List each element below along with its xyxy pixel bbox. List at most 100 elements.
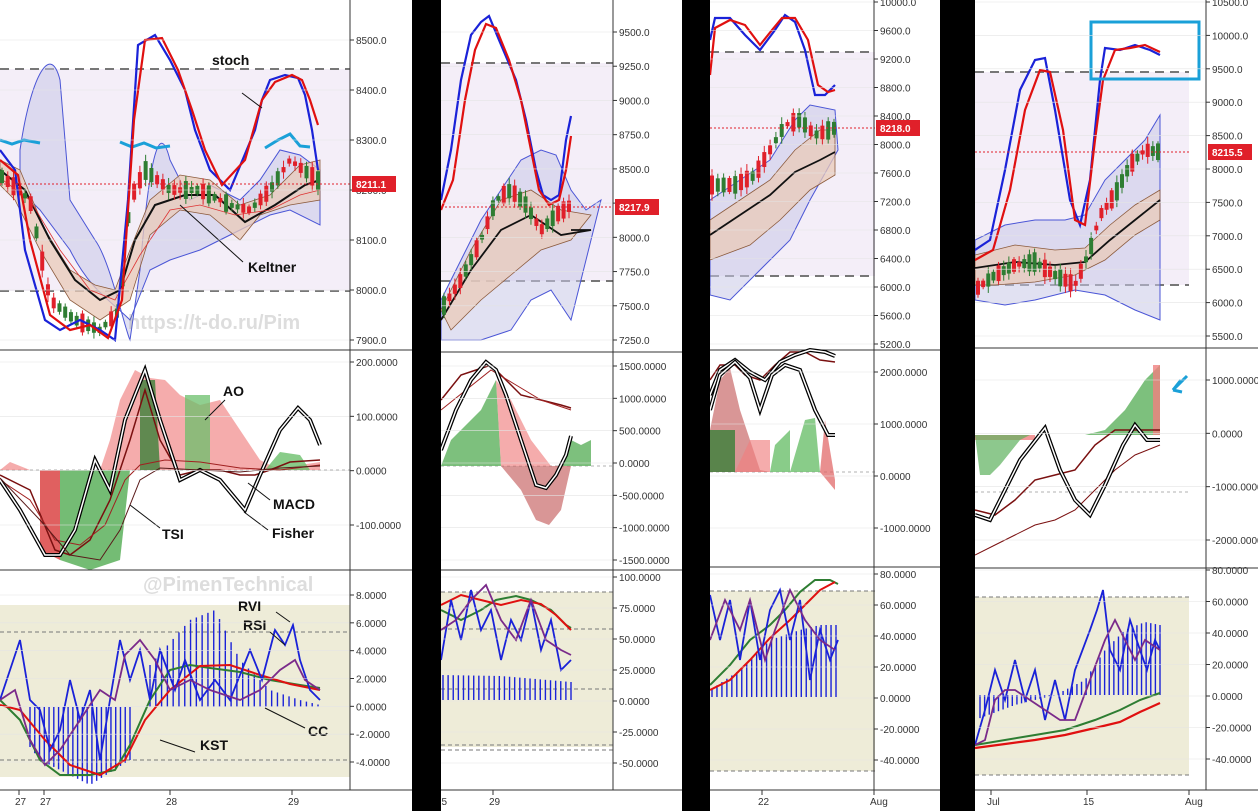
bottom-tick-label: -25.0000 (619, 728, 659, 739)
osc-tick-label: -500.0000 (619, 491, 664, 502)
candle-body (5, 175, 10, 188)
candle-body (1104, 202, 1109, 210)
panel-1-canvas[interactable]: stoch Keltner (0, 0, 412, 811)
price-tick-label: 7750.0 (619, 268, 650, 279)
candle-body (485, 216, 490, 230)
price-tick-label: 5200.0 (880, 340, 911, 351)
candle-body (512, 185, 517, 202)
candle-body (206, 185, 211, 204)
candle-body (258, 193, 263, 206)
bottom-tick-label: 40.0000 (880, 632, 917, 643)
price-tick-label: 7250.0 (619, 336, 650, 347)
candle-body (1012, 259, 1016, 272)
tsi-pointer (129, 504, 161, 529)
fisher-line-inner (441, 360, 572, 489)
candle-body (63, 306, 68, 318)
price-tick-label: 6500.0 (1212, 265, 1243, 276)
candle-body (310, 167, 315, 186)
price-chart-1: stoch Keltner (0, 33, 350, 342)
osc-tick-label: 2000.0000 (880, 368, 928, 379)
ao-area-red-2 (735, 440, 770, 472)
bottom-tick-label: 6.0000 (356, 619, 387, 630)
candle-body (1058, 268, 1063, 287)
candle-body (1109, 190, 1114, 209)
candle-body (469, 254, 474, 266)
candle-body (28, 196, 33, 212)
price-tick-label: 7900.0 (356, 336, 387, 347)
candle-body (507, 184, 512, 199)
momentum-chart-1: RVI RSI KST CC (0, 598, 350, 784)
price-tick-label: 8000.0 (356, 286, 387, 297)
panel-4-canvas[interactable]: 10500.0 10000.0 9500.0 9000.0 8500.0 8000.0 75… (975, 0, 1258, 811)
candle-body (1048, 266, 1052, 277)
chart-panel-2[interactable]: 9500.09250.09000.08750.08500.08250.08000… (441, 0, 682, 811)
fisher-line-inner (0, 367, 321, 556)
oscillator-chart-4 (975, 365, 1189, 556)
last-price-value: 8215.5 (1212, 148, 1243, 159)
candle-body (1120, 174, 1124, 188)
osc-tick-label: 0.0000 (880, 472, 911, 483)
last-price-tag: 8218.0 (876, 120, 920, 136)
oscillator-chart-2 (441, 359, 613, 525)
candle-body (474, 240, 479, 258)
last-price-value: 8218.0 (880, 124, 911, 135)
candle-body (1078, 263, 1083, 279)
ao-area-green (441, 380, 501, 466)
candle-body (160, 179, 165, 190)
candle-body (287, 158, 292, 164)
candle-body (981, 280, 986, 288)
candle-body (733, 176, 738, 194)
candle-body (773, 137, 778, 144)
osc-tick-label: 1500.0000 (619, 362, 667, 373)
candle-body (1073, 280, 1078, 286)
candle-body (51, 297, 56, 309)
keltner-midline (0, 169, 321, 302)
signal-mark-2 (119, 140, 171, 150)
ao-bar-red (1153, 365, 1160, 435)
price-tick-label: 5600.0 (880, 312, 911, 323)
candle-body (1089, 237, 1094, 255)
panel-2-canvas[interactable]: 9500.09250.09000.08750.08500.08250.08000… (441, 0, 682, 811)
candle-body (496, 196, 501, 201)
ao-bar-negative (40, 470, 60, 560)
stoch-pointer (241, 92, 263, 109)
price-tick-label: 8400.0 (880, 112, 911, 123)
osc-tick-label: 1000.0000 (1212, 376, 1258, 387)
panel-3-axes: 10000.0 9600.0 9200.0 8800.0 8400.0 8000.0 760… (710, 0, 940, 808)
ao-pointer (204, 399, 226, 421)
candle-body (201, 183, 206, 200)
kst-pointer (159, 739, 196, 753)
time-tick-label: 22 (758, 797, 770, 808)
candle-body (744, 170, 749, 188)
candle-body (132, 183, 137, 200)
candle-body (1145, 143, 1150, 157)
annotation-cc: CC (308, 723, 328, 739)
annotation-stoch: stoch (212, 52, 249, 68)
price-tick-label: 8300.0 (356, 136, 387, 147)
annotation-ao: AO (223, 383, 244, 399)
rvi-line (441, 589, 572, 672)
candle-body (534, 218, 539, 226)
ao-area-green-3 (790, 418, 820, 472)
candle-body (1156, 143, 1160, 161)
osc-tick-label: 1000.0000 (619, 394, 667, 405)
chart-panel-1[interactable]: stoch Keltner (0, 0, 412, 811)
candle-body (739, 173, 744, 191)
candle-body (727, 178, 732, 192)
chart-panel-4[interactable]: 10500.0 10000.0 9500.0 9000.0 8500.0 8000.0 75… (975, 0, 1258, 811)
price-chart-2 (441, 14, 613, 341)
chart-panel-3[interactable]: 10000.0 9600.0 9200.0 8800.0 8400.0 8000.0 760… (710, 0, 940, 811)
osc-tick-label: -2000.0000 (1212, 536, 1258, 547)
price-tick-label: 7000.0 (1212, 232, 1243, 243)
candle-body (814, 130, 819, 139)
panel-3-canvas[interactable]: 10000.0 9600.0 9200.0 8800.0 8400.0 8000.0 760… (710, 0, 940, 811)
candle-body (1130, 153, 1135, 172)
keltner-pointer (179, 204, 244, 263)
candle-body (17, 186, 22, 196)
candle-body (518, 191, 523, 207)
bottom-tick-label: -4.0000 (356, 758, 390, 769)
candle-body (567, 200, 571, 213)
price-tick-label: 6000.0 (1212, 299, 1243, 310)
candle-body (1037, 261, 1042, 269)
